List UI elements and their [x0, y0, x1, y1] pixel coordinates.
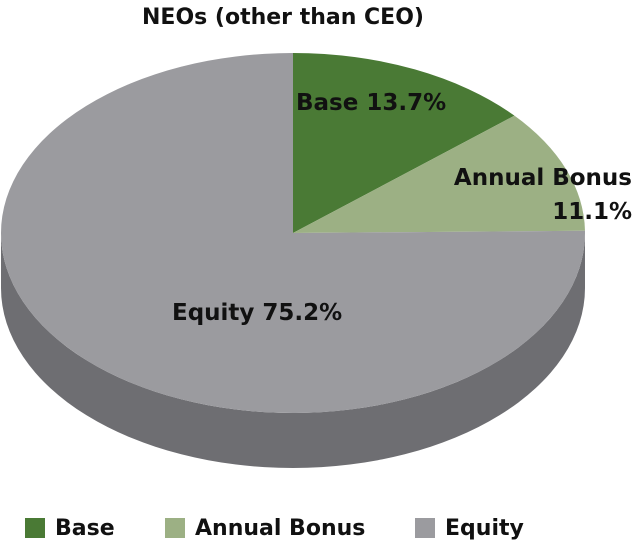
legend-swatch — [165, 518, 185, 538]
legend-swatch — [25, 518, 45, 538]
legend-label: Equity — [445, 516, 524, 541]
pie-slice — [293, 53, 515, 233]
data-label: Annual Bonus 11.1% — [453, 165, 632, 225]
pie-slice — [0, 53, 585, 413]
chart-title: NEOs (other than CEO) — [142, 5, 424, 30]
legend-label: Base — [55, 516, 115, 541]
legend-swatch — [415, 518, 435, 538]
legend-label: Annual Bonus — [195, 516, 365, 541]
pie-slice — [293, 115, 585, 233]
pie-side — [1, 233, 585, 468]
data-label: Base 13.7% — [296, 90, 447, 116]
data-label: Equity 75.2% — [172, 300, 343, 326]
